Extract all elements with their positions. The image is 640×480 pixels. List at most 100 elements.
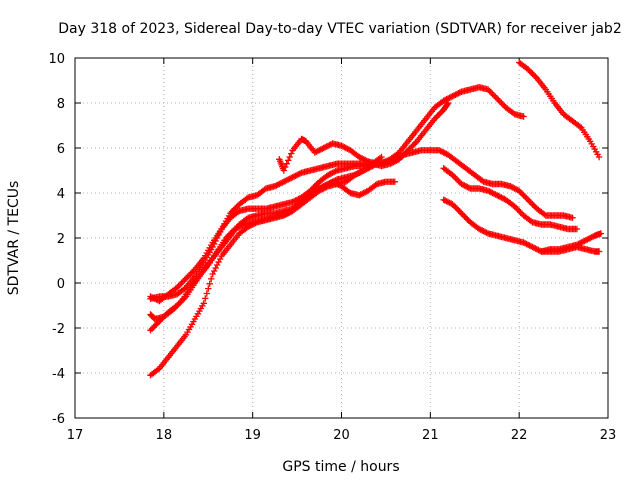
data-point bbox=[147, 319, 162, 334]
data-point bbox=[502, 104, 517, 117]
data-point bbox=[218, 212, 233, 233]
data-point bbox=[569, 117, 584, 130]
data-point bbox=[227, 232, 242, 248]
data-point bbox=[573, 237, 588, 248]
data-point bbox=[524, 196, 539, 211]
series-track-3 bbox=[147, 178, 398, 323]
x-tick-label: 23 bbox=[600, 428, 617, 443]
data-point bbox=[444, 151, 459, 164]
data-point bbox=[289, 137, 304, 154]
data-point bbox=[213, 237, 228, 255]
data-point bbox=[298, 188, 313, 201]
y-tick-label: -2 bbox=[52, 322, 65, 337]
data-point bbox=[293, 195, 308, 208]
data-point bbox=[458, 180, 472, 191]
data-point bbox=[440, 165, 455, 178]
data-point bbox=[436, 147, 450, 158]
chart-title: Day 318 of 2023, Sidereal Day-to-day VTE… bbox=[58, 21, 621, 37]
data-point bbox=[391, 152, 406, 163]
data-point bbox=[516, 59, 530, 72]
data-point bbox=[560, 111, 575, 124]
series-track-6 bbox=[276, 135, 576, 221]
data-point bbox=[542, 86, 557, 104]
y-tick-label: 6 bbox=[57, 142, 65, 157]
data-point bbox=[311, 145, 326, 156]
data-point bbox=[467, 219, 481, 232]
data-point bbox=[200, 241, 215, 262]
x-tick-label: 20 bbox=[333, 428, 350, 443]
grid bbox=[75, 58, 608, 418]
data-point bbox=[396, 139, 410, 156]
data-point bbox=[289, 195, 304, 206]
y-tick-label: -6 bbox=[52, 412, 65, 427]
data-point bbox=[582, 233, 597, 244]
data-point bbox=[404, 139, 419, 154]
data-point bbox=[356, 153, 370, 164]
series-track-9 bbox=[538, 230, 605, 255]
data-point bbox=[440, 93, 455, 104]
data-point bbox=[285, 202, 299, 217]
data-point bbox=[280, 150, 295, 174]
data-point bbox=[191, 302, 206, 323]
data-point bbox=[595, 153, 603, 161]
data-point bbox=[200, 246, 215, 266]
data-point bbox=[338, 142, 353, 153]
data-point bbox=[422, 117, 437, 134]
data-point bbox=[516, 187, 530, 202]
data-point bbox=[449, 89, 464, 100]
data-point bbox=[307, 180, 321, 194]
data-point bbox=[302, 188, 317, 201]
data-point bbox=[338, 183, 353, 196]
data-point bbox=[520, 212, 535, 225]
data-point bbox=[178, 286, 193, 305]
x-tick-label: 21 bbox=[422, 428, 439, 443]
data-point bbox=[471, 171, 486, 184]
data-point bbox=[196, 263, 210, 280]
data-point bbox=[524, 66, 539, 80]
data-point bbox=[156, 355, 170, 372]
data-point bbox=[422, 106, 437, 122]
tick-labels: 17 18 19 20 21 22 23 -6 -4 -2 0 2 4 6 8 10 bbox=[48, 52, 616, 443]
data-point bbox=[302, 138, 317, 154]
data-point bbox=[182, 318, 197, 338]
y-axis-title: SDTVAR / TECUs bbox=[6, 181, 22, 296]
data-point bbox=[520, 113, 527, 120]
data-point bbox=[342, 172, 357, 185]
data-point bbox=[280, 174, 295, 185]
data-point bbox=[413, 117, 428, 134]
data-point bbox=[587, 138, 601, 158]
data-point bbox=[200, 275, 215, 307]
data-point bbox=[231, 222, 246, 233]
data-point bbox=[147, 366, 162, 379]
data-point bbox=[311, 183, 326, 194]
y-tick-label: 8 bbox=[57, 97, 65, 112]
data-point bbox=[378, 153, 385, 161]
y-tick-label: 10 bbox=[48, 52, 65, 67]
data-point bbox=[222, 227, 237, 242]
y-tick-label: 2 bbox=[57, 232, 65, 247]
data-point bbox=[227, 202, 242, 217]
data-point bbox=[431, 98, 446, 111]
series-track-5 bbox=[147, 84, 527, 302]
data-marks bbox=[147, 59, 605, 379]
data-point bbox=[325, 168, 339, 179]
x-tick-label: 19 bbox=[244, 428, 261, 443]
data-point bbox=[533, 205, 548, 218]
y-tick-label: 4 bbox=[57, 187, 65, 202]
data-point bbox=[253, 186, 268, 199]
data-point bbox=[236, 195, 250, 208]
data-point bbox=[271, 179, 286, 190]
data-point bbox=[351, 168, 366, 179]
data-point bbox=[391, 178, 398, 185]
data-point bbox=[440, 100, 451, 113]
data-point bbox=[209, 255, 224, 278]
data-point bbox=[365, 181, 379, 194]
x-axis-title: GPS time / hours bbox=[282, 459, 399, 475]
y-tick-label: -4 bbox=[52, 367, 65, 382]
data-point bbox=[493, 95, 508, 110]
data-point bbox=[449, 201, 464, 215]
data-point bbox=[174, 276, 188, 291]
data-point bbox=[236, 224, 250, 237]
